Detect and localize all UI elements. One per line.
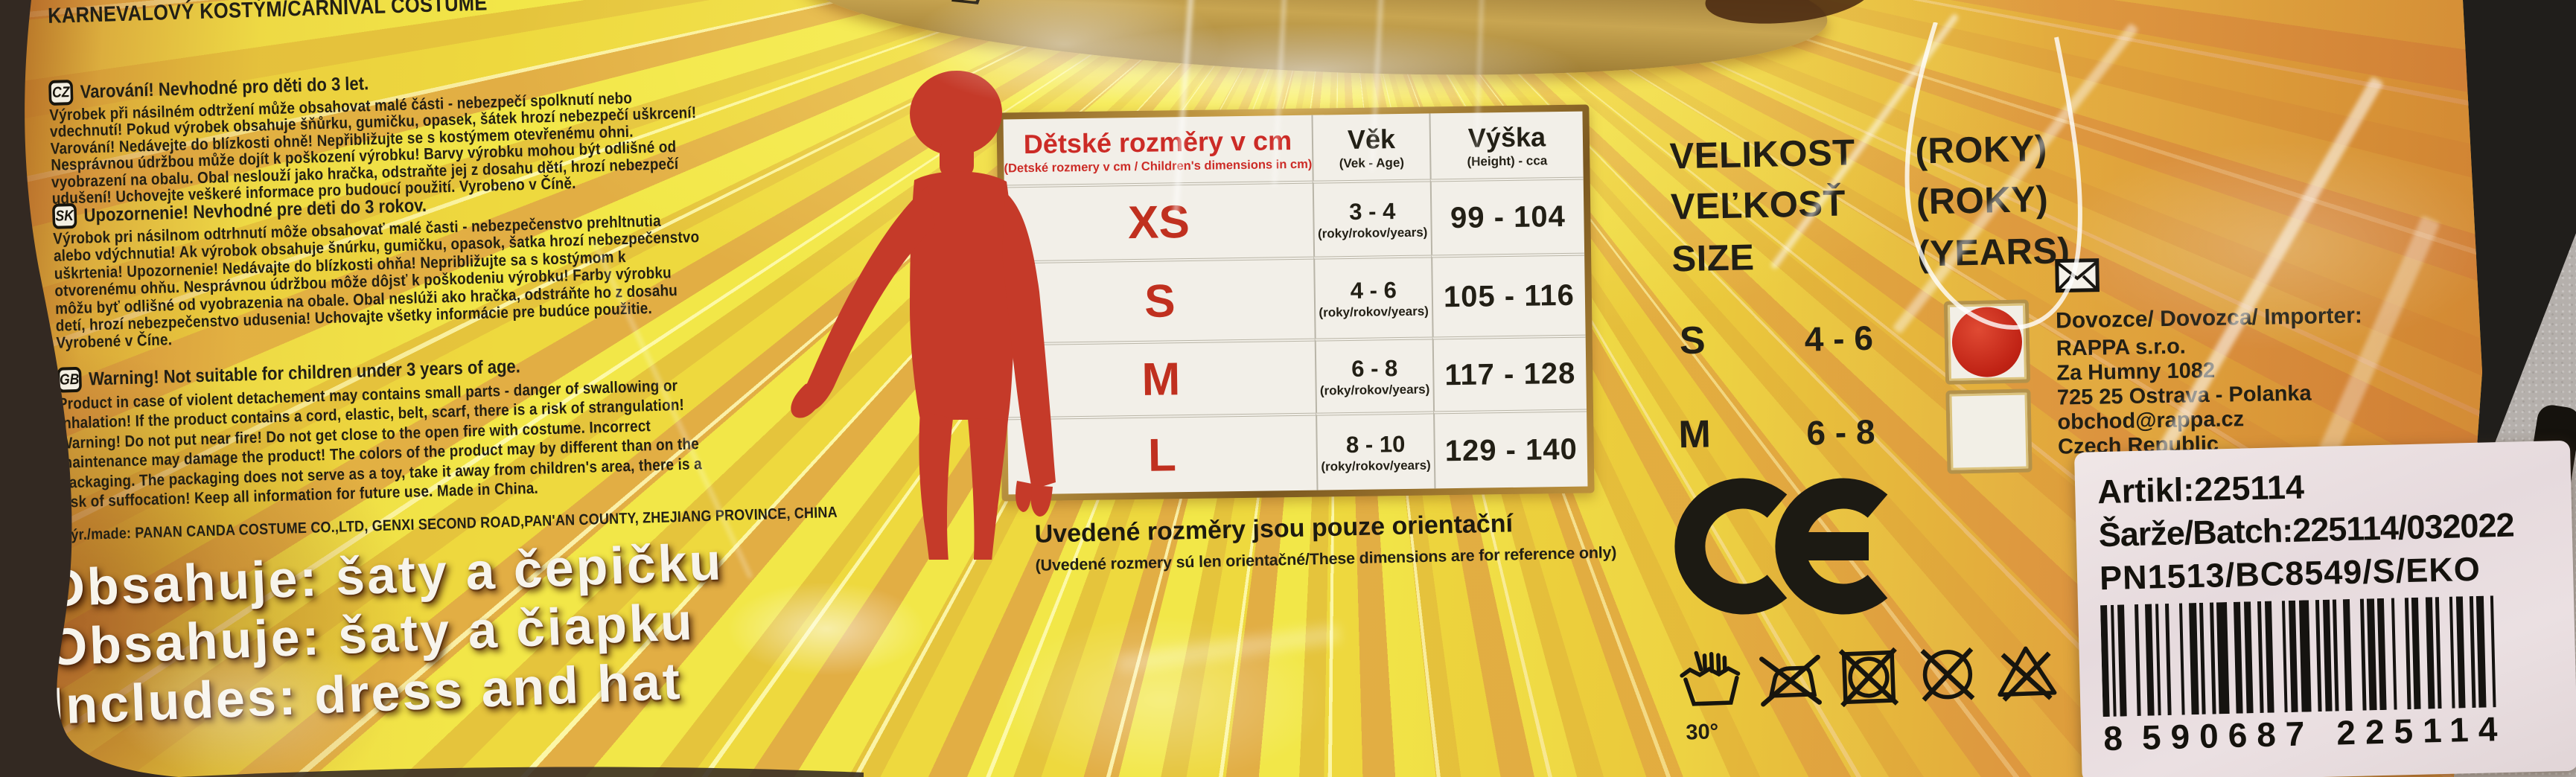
batch-number: Šarže/Batch:225114/032022 — [2098, 505, 2515, 554]
barcode-digit-lead: 8 — [2102, 718, 2123, 758]
barcode-sticker: Artikl:225114 Šarže/Batch:225114/032022 … — [2074, 440, 2576, 777]
product-code: PN1513/BC8549/S/EKO — [2099, 549, 2481, 598]
article-number: Artikl:225114 — [2097, 467, 2305, 511]
barcode-digit-group1: 590687 — [2141, 714, 2315, 757]
wrap-scratch — [1904, 22, 2082, 330]
barcode-digit-group2: 225114 — [2336, 709, 2508, 752]
barcode — [2100, 595, 2549, 717]
